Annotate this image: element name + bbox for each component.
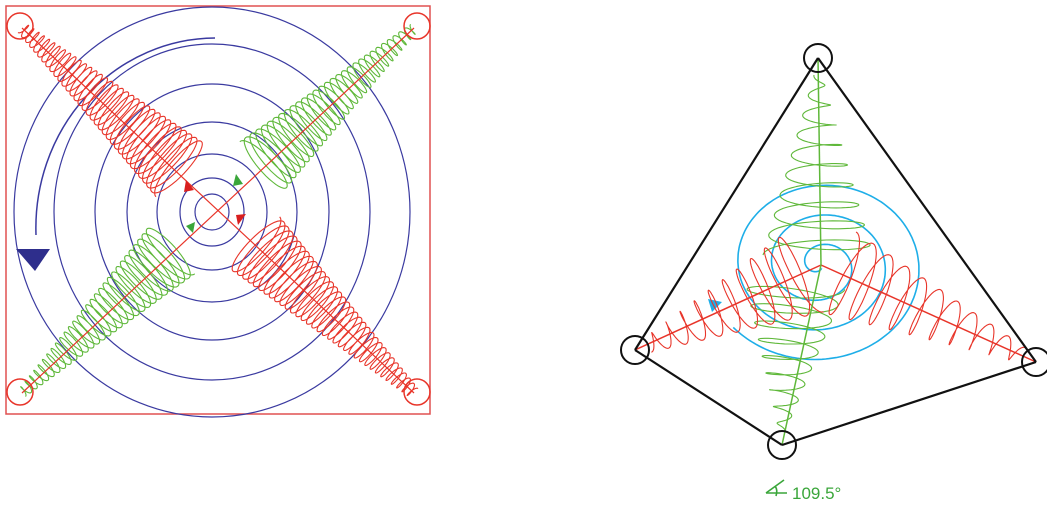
blue-ellipse-3 xyxy=(94,83,330,341)
blue-ellipse-7 xyxy=(194,193,230,231)
cyan-spiral xyxy=(732,184,920,361)
center-arrow-green-ne xyxy=(233,174,243,186)
vertex-circle-top xyxy=(803,43,833,73)
vertex-circle-bottom xyxy=(767,430,797,460)
green-coil-top xyxy=(762,74,871,256)
blue-ellipse-1 xyxy=(13,6,411,418)
angle-label: 109.5° xyxy=(792,484,841,503)
center-axis-to-left xyxy=(634,264,822,351)
red-coil-right xyxy=(828,231,1026,361)
corner-circle-tr xyxy=(403,12,431,40)
tetra-edge-bottom-right xyxy=(781,360,1037,447)
left-coil-cones xyxy=(17,23,419,397)
blue-ellipse-2 xyxy=(53,43,371,381)
vertex-circle-left xyxy=(620,335,650,365)
blue-ellipse-6 xyxy=(179,177,245,247)
corner-circle-br xyxy=(403,378,431,406)
corner-circle-bl xyxy=(6,378,34,406)
blue-rotation-arrowhead xyxy=(16,249,50,271)
center-axis-to-right xyxy=(820,264,1037,363)
green-coil-bottom xyxy=(746,285,846,433)
green-coil-ne xyxy=(239,23,416,189)
red-coil-nw xyxy=(17,24,203,198)
right-coil-cones xyxy=(651,74,1026,433)
tetra-edge-top-left xyxy=(634,57,819,351)
red-coil-left xyxy=(651,236,824,353)
cyan-spiral-path xyxy=(732,184,920,361)
tetra-edge-left-bottom xyxy=(634,349,783,446)
center-arrow-red-se xyxy=(236,214,246,225)
center-axis-to-top xyxy=(817,57,822,266)
tetra-edge-top-right xyxy=(817,57,1037,363)
blue-ellipse-5 xyxy=(156,153,268,271)
red-coil-se xyxy=(231,216,419,397)
center-arrow-green-sw xyxy=(186,222,195,233)
vertex-circle-right xyxy=(1021,347,1047,377)
square-spiral-panel xyxy=(5,5,431,418)
center-arrow-red-nw xyxy=(184,180,194,192)
corner-circle-tl xyxy=(6,12,34,40)
angle-symbol-icon xyxy=(765,479,787,497)
center-axis-to-bottom xyxy=(781,264,822,446)
blue-ellipse-4 xyxy=(126,121,298,303)
blue-concentric-ellipses xyxy=(13,6,411,418)
square-frame xyxy=(5,5,431,415)
tetrahedron-panel: 109.5° xyxy=(620,43,1047,503)
diagonal-axis-red-2 xyxy=(21,27,415,394)
green-coil-sw xyxy=(20,227,196,397)
